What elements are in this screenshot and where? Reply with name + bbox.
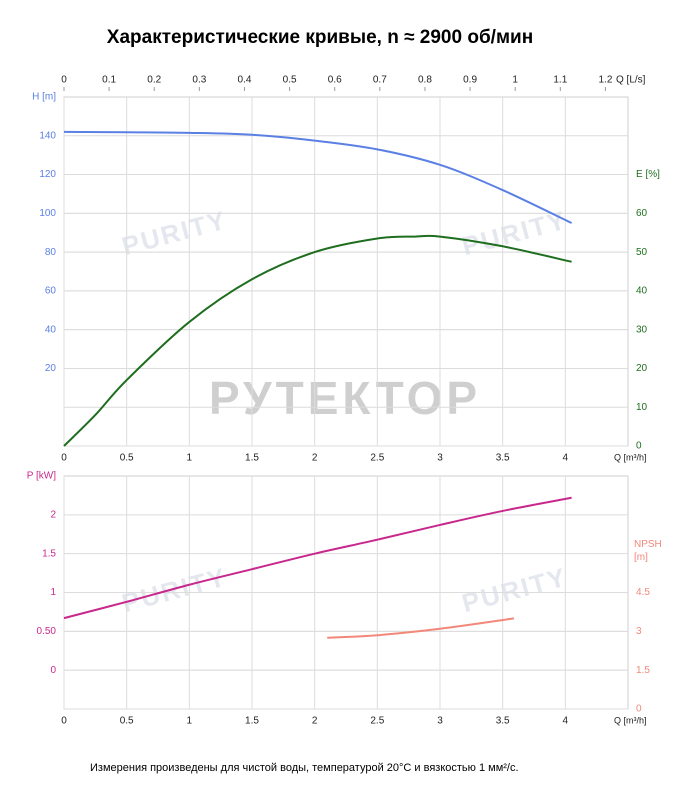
series-line — [63, 130, 573, 224]
x-tick-label: 2.5 — [370, 453, 384, 464]
x-tick-label: 4 — [563, 453, 569, 464]
footnote: Измерения произведены для чистой воды, т… — [90, 762, 519, 774]
x-tick-label: 1.5 — [245, 453, 259, 464]
y-tick-label: 1 — [50, 587, 56, 598]
y2-axis-label: E [%] — [636, 169, 660, 180]
y2-tick-label: 30 — [636, 324, 648, 335]
y-tick-label: 140 — [39, 130, 56, 141]
x-tick-label: 2 — [312, 716, 318, 727]
watermark: PURITY — [459, 562, 570, 619]
x-tick-label: 2.5 — [370, 716, 384, 727]
y-tick-label: 2 — [50, 509, 56, 520]
y2-tick-label: 10 — [636, 402, 648, 413]
x2-tick-label: 0 — [61, 75, 67, 86]
x-tick-label: 0.5 — [120, 453, 134, 464]
x-tick-label: 3 — [437, 716, 443, 727]
y2-tick-label: 60 — [636, 208, 648, 219]
x2-tick-label: 0.5 — [283, 75, 297, 86]
series-line — [327, 617, 515, 639]
chart-title: Характеристические кривые, n ≈ 2900 об/м… — [107, 27, 533, 48]
watermark: РУТЕКТОР — [209, 372, 481, 424]
x-tick-label: 1 — [187, 453, 193, 464]
series-line — [63, 234, 572, 447]
y2-tick-label: 20 — [636, 363, 648, 374]
y2-axis-label: NPSH [m] — [634, 539, 662, 563]
x-tick-label: 4 — [563, 716, 569, 727]
x-tick-label: 0.5 — [120, 716, 134, 727]
x2-tick-label: 1 — [512, 75, 518, 86]
y-tick-label: 1.5 — [42, 548, 56, 559]
x-tick-label: 3.5 — [496, 453, 510, 464]
x-tick-label: 3.5 — [496, 716, 510, 727]
watermark: PURITY — [119, 562, 230, 619]
y-tick-label: 20 — [45, 363, 57, 374]
y-tick-label: 60 — [45, 286, 57, 297]
x-tick-label: 3 — [437, 453, 443, 464]
x2-tick-label: 0.7 — [373, 75, 387, 86]
y-tick-label: 100 — [39, 208, 56, 219]
y2-tick-label: 3 — [636, 626, 642, 637]
y2-tick-label: 1.5 — [636, 665, 650, 676]
y-axis-label: H [m] — [32, 92, 56, 103]
x2-tick-label: 0.1 — [102, 75, 116, 86]
x2-tick-label: 0.4 — [238, 75, 252, 86]
x-tick-label: 1 — [187, 716, 193, 727]
y2-tick-label: 0 — [636, 704, 642, 715]
x2-tick-label: 0.9 — [463, 75, 477, 86]
y2-tick-label: 40 — [636, 286, 648, 297]
x-tick-label: 1.5 — [245, 716, 259, 727]
x-axis-label: Q [m³/h] — [614, 715, 647, 725]
x-axis-label: Q [m³/h] — [614, 452, 647, 462]
x2-tick-label: 0.8 — [418, 75, 432, 86]
y2-tick-label: 0 — [636, 441, 642, 452]
y-tick-label: 80 — [45, 247, 57, 258]
y-tick-label: 0 — [50, 665, 56, 676]
x2-axis-label: Q [L/s] — [616, 75, 646, 86]
y-tick-label: 120 — [39, 169, 56, 180]
x2-tick-label: 1.1 — [553, 75, 567, 86]
x2-tick-label: 0.2 — [147, 75, 161, 86]
series-line — [63, 496, 572, 620]
y2-tick-label: 50 — [636, 247, 648, 258]
x2-tick-label: 0.3 — [192, 75, 206, 86]
y-tick-label: 40 — [45, 324, 57, 335]
y-tick-label: 0.50 — [37, 626, 57, 637]
x-tick-label: 0 — [61, 716, 67, 727]
x-tick-label: 2 — [312, 453, 318, 464]
x2-tick-label: 0.6 — [328, 75, 342, 86]
y2-tick-label: 4.5 — [636, 587, 650, 598]
x2-tick-label: 1.2 — [598, 75, 612, 86]
x-tick-label: 0 — [61, 453, 67, 464]
y-axis-label: P [kW] — [27, 471, 56, 482]
